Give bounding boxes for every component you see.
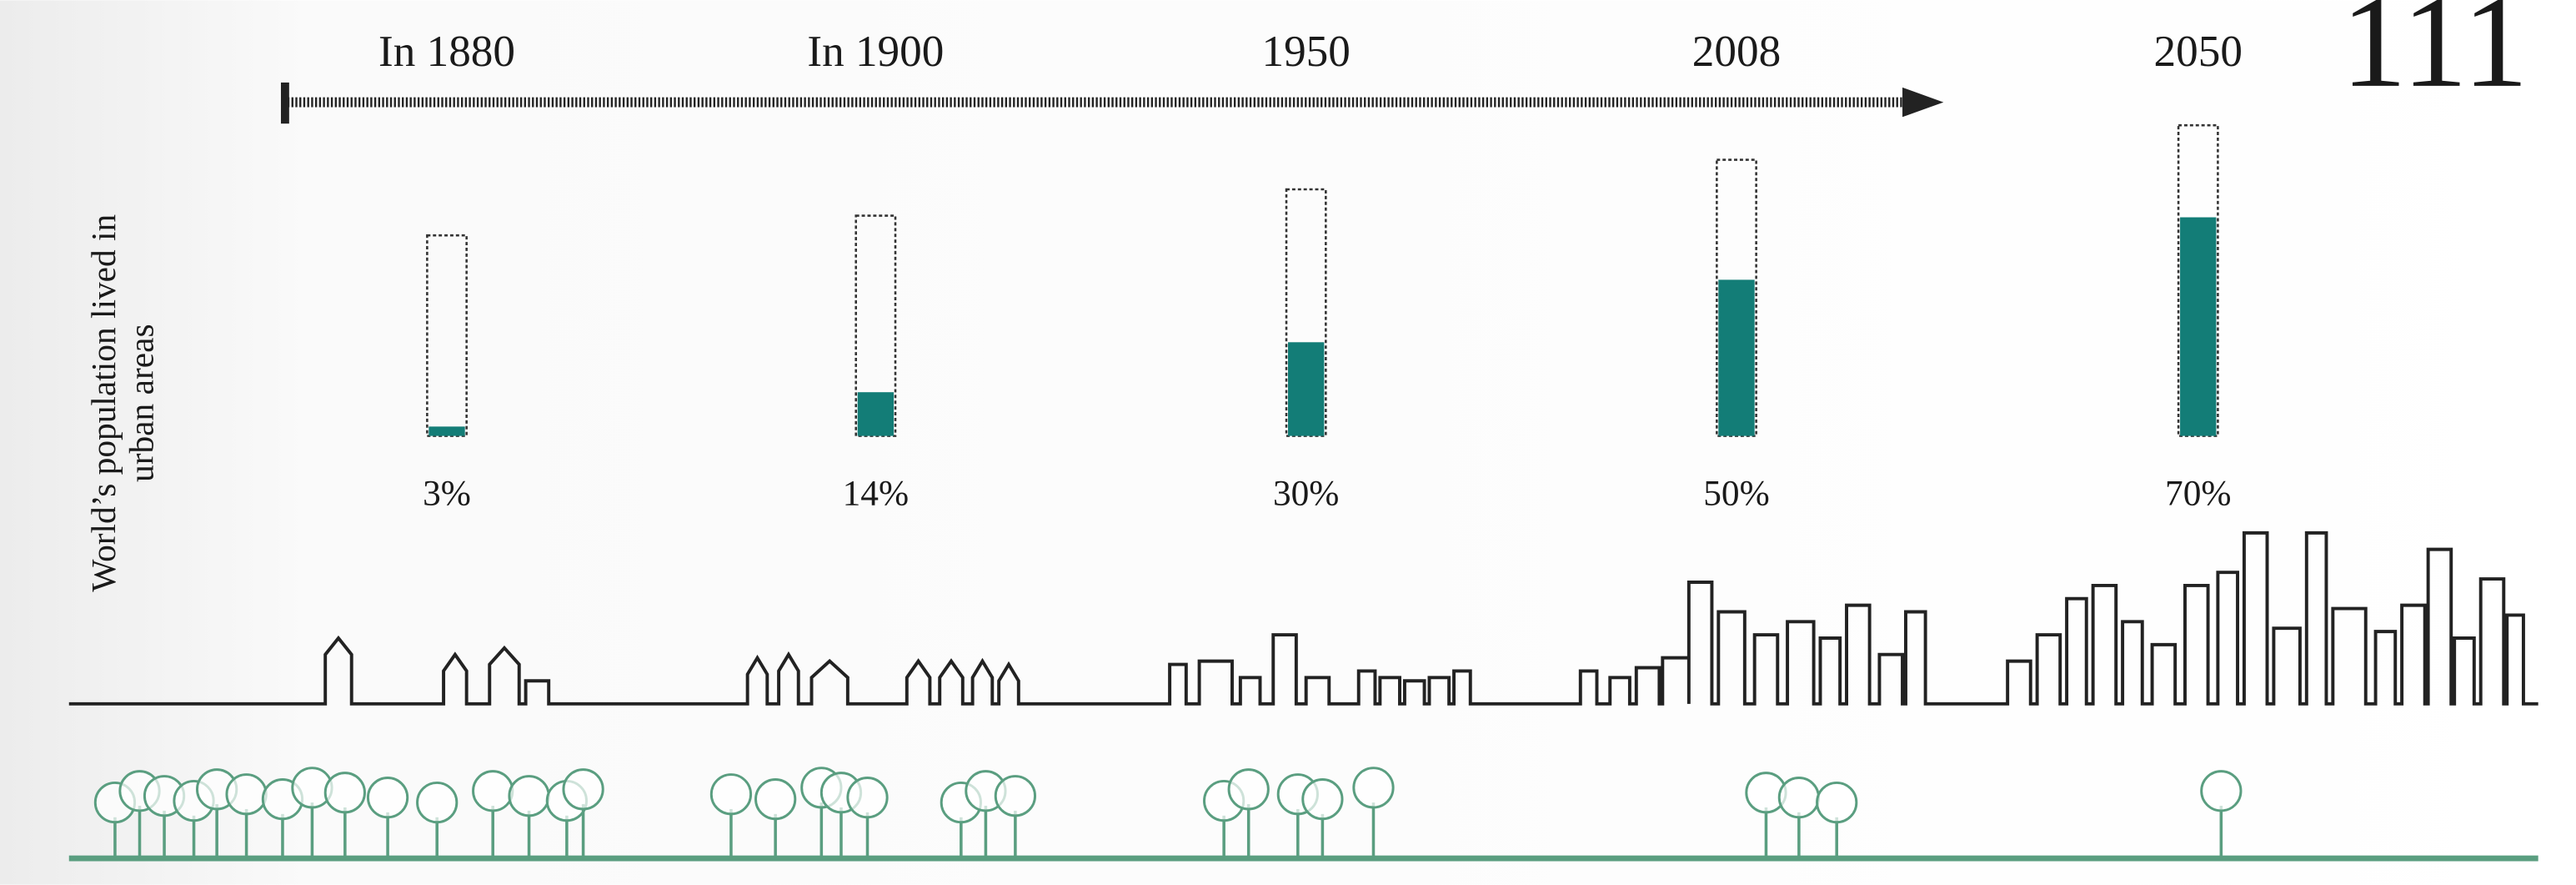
category-label: 1950 bbox=[1261, 27, 1350, 76]
bar bbox=[1288, 342, 1325, 436]
tree-crown bbox=[366, 777, 409, 819]
tree-crown bbox=[508, 775, 550, 817]
tree-crown bbox=[2200, 770, 2243, 812]
tree-crown bbox=[1301, 778, 1344, 821]
skyline bbox=[68, 530, 2538, 706]
tree-crown bbox=[323, 772, 366, 814]
bar bbox=[857, 392, 895, 436]
tree-crown bbox=[562, 768, 604, 811]
tree-crown bbox=[472, 770, 514, 812]
tree-crown bbox=[994, 775, 1036, 817]
category-label: 2050 bbox=[2154, 27, 2243, 76]
category-label: 2008 bbox=[1692, 27, 1781, 76]
bar bbox=[1718, 279, 1755, 436]
value-label: 70% bbox=[2165, 473, 2231, 513]
tree-crown bbox=[1227, 768, 1270, 811]
tree-crown bbox=[1816, 781, 1858, 824]
tree-crown bbox=[416, 781, 459, 824]
page-number: 111 bbox=[2341, 0, 2528, 115]
value-label: 30% bbox=[1273, 473, 1339, 513]
tree-crown bbox=[1777, 777, 1821, 819]
timeline-arrow bbox=[1902, 87, 1944, 118]
value-label: 14% bbox=[843, 473, 909, 513]
y-label: World’s population lived in urban areas bbox=[84, 214, 160, 591]
value-label: 50% bbox=[1703, 473, 1769, 513]
tree-crown bbox=[225, 773, 268, 816]
tree-crown bbox=[846, 777, 889, 819]
y-label-line: World’s population lived in bbox=[84, 214, 123, 591]
tree-crown bbox=[709, 773, 753, 816]
value-label: 3% bbox=[423, 473, 471, 513]
trees bbox=[93, 767, 2243, 857]
bar bbox=[2180, 217, 2217, 436]
tree-crown bbox=[1352, 767, 1395, 809]
tree-crown bbox=[754, 778, 797, 821]
timeline-start bbox=[280, 82, 289, 124]
y-label-line: urban areas bbox=[122, 324, 160, 482]
category-label: In 1900 bbox=[807, 27, 944, 76]
bar bbox=[428, 426, 465, 436]
category-label: In 1880 bbox=[378, 27, 515, 76]
